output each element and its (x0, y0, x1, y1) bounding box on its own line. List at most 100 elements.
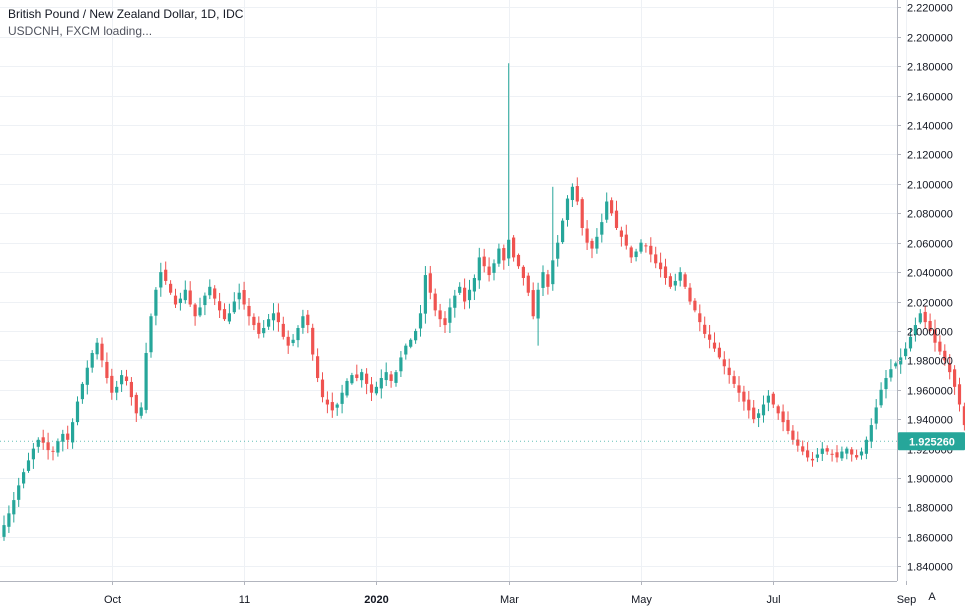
candle-body (629, 247, 633, 258)
candle-body (590, 240, 594, 249)
candle-body (340, 392, 344, 404)
candle-body (222, 309, 227, 320)
candle-body (610, 200, 614, 214)
candle-body (232, 301, 236, 313)
candle-body (26, 460, 31, 471)
candle-body (487, 266, 491, 276)
candle-body (80, 383, 84, 400)
candle-body (169, 283, 173, 293)
candle-body (124, 376, 129, 381)
price-tick-label: 2.100000 (907, 180, 953, 192)
candle-body (619, 230, 623, 237)
price-tick-label: 2.120000 (907, 150, 953, 162)
price-tick-label: 2.000000 (907, 327, 953, 339)
candle-body (570, 186, 574, 201)
candle-body (129, 381, 133, 398)
time-tick-label: Sep (897, 594, 917, 606)
candle-body (306, 314, 310, 326)
candle-body (801, 446, 805, 452)
candle-body (286, 336, 290, 346)
compare-symbol-status: USDCNH, FXCM loading... (8, 24, 153, 38)
candle-body (477, 257, 481, 281)
price-tick-label: 2.140000 (907, 121, 953, 133)
candle-body (884, 378, 888, 390)
candle-body (320, 379, 325, 398)
candle-body (507, 239, 511, 259)
candle-body (624, 234, 628, 246)
candle-body (502, 248, 506, 261)
candle-body (110, 375, 114, 393)
candle-body (330, 402, 334, 411)
candle-body (943, 350, 947, 361)
candle-body (36, 439, 40, 447)
candle-body (845, 448, 849, 454)
candle-body (850, 449, 854, 455)
candle-body (164, 269, 168, 281)
candle-body (41, 437, 45, 443)
candle-body (311, 327, 315, 355)
time-axis[interactable]: Oct 11 2020 Mar May Jul Sep (0, 581, 916, 606)
candle-body (276, 312, 280, 323)
candle-body (771, 393, 775, 405)
candle-body (46, 442, 50, 451)
candle-body (120, 375, 124, 385)
candle-body (399, 357, 403, 372)
time-tick-label: 11 (239, 594, 250, 606)
candle-body (717, 347, 721, 358)
candle-body (188, 290, 192, 305)
candle-body (12, 500, 16, 515)
price-tick-label: 2.200000 (907, 33, 953, 45)
candle-body (71, 422, 75, 443)
candle-body (561, 220, 565, 243)
time-tick-label: May (631, 594, 652, 606)
candle-body (864, 439, 868, 454)
candle-body (654, 254, 658, 264)
candle-body (737, 385, 741, 393)
candle-body (296, 328, 300, 341)
candle-body (727, 367, 731, 376)
candle-body (840, 451, 844, 459)
candle-body (379, 378, 383, 389)
candle-body (659, 262, 663, 270)
candle-body (262, 328, 266, 334)
candle-body (423, 275, 427, 314)
candle-body (541, 272, 545, 288)
candle-body (335, 404, 339, 408)
candle-body (663, 266, 668, 278)
candle-body (227, 313, 231, 322)
candlestick-series (2, 63, 965, 541)
candle-body (668, 276, 672, 287)
price-tick-label: 2.080000 (907, 209, 953, 221)
last-price-label-bg (898, 432, 965, 451)
candle-body (531, 290, 535, 317)
candle-body (742, 391, 746, 402)
candle-body (394, 372, 398, 383)
candle-body (105, 361, 109, 379)
candle-body (683, 274, 687, 287)
candle-body (580, 199, 584, 228)
candle-body (918, 313, 922, 323)
candle-body (22, 472, 26, 484)
candle-body (791, 430, 795, 440)
candle-body (830, 453, 834, 455)
candle-body (267, 319, 271, 327)
candle-body (374, 386, 378, 394)
candle-body (115, 386, 119, 393)
price-axis[interactable]: 1.8400001.8600001.8800001.9000001.920000… (897, 0, 953, 581)
price-tick-label: 2.020000 (907, 298, 953, 310)
candle-body (203, 295, 207, 306)
candle-body (443, 318, 447, 326)
candle-body (869, 425, 873, 442)
candle-body (95, 342, 99, 355)
candle-body (855, 455, 859, 458)
candle-body (7, 513, 11, 527)
candle-body (482, 256, 486, 267)
time-tick-label: 2020 (364, 594, 388, 606)
candle-body (61, 433, 65, 442)
candle-body (634, 251, 638, 258)
candle-body (90, 353, 94, 368)
auto-scale-button[interactable]: A (928, 591, 936, 603)
candle-body (350, 375, 354, 384)
candle-body (237, 292, 241, 300)
